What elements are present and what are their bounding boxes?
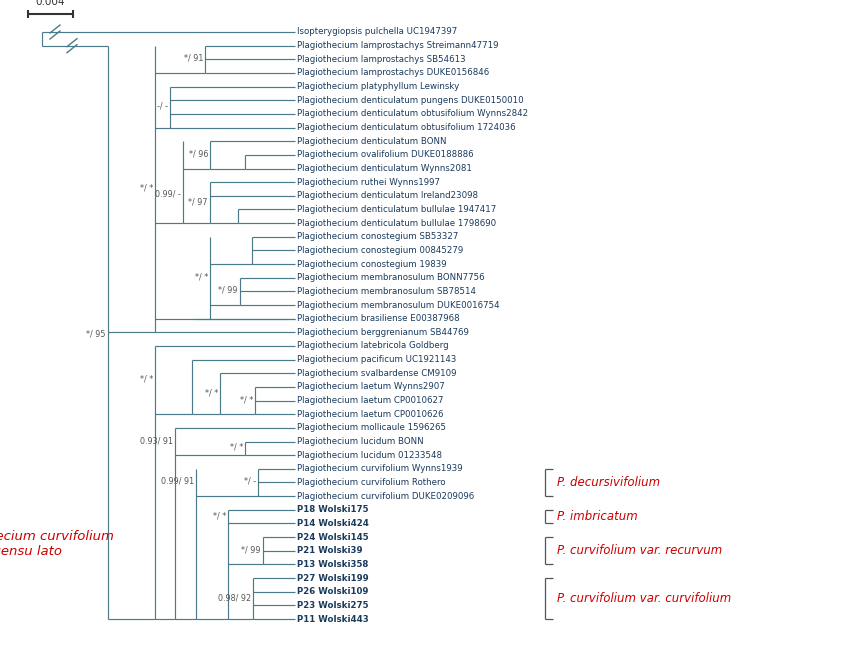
Text: */ 99: */ 99 (218, 286, 238, 295)
Text: */ *: */ * (139, 184, 153, 193)
Text: Plagiothecium membranosulum DUKE0016754: Plagiothecium membranosulum DUKE0016754 (297, 300, 500, 310)
Text: 0.004: 0.004 (36, 0, 65, 7)
Text: P. decursivifolium: P. decursivifolium (557, 476, 660, 489)
Text: 0.98/ 92: 0.98/ 92 (218, 593, 251, 602)
Text: P27 Wolski199: P27 Wolski199 (297, 574, 369, 583)
Text: */ *: */ * (195, 272, 208, 281)
Text: Plagiothecium membranosulum SB78514: Plagiothecium membranosulum SB78514 (297, 287, 476, 296)
Text: 0.99/ 91: 0.99/ 91 (161, 477, 194, 486)
Text: -/ -: -/ - (157, 102, 168, 110)
Text: Plagiothecium denticulatum Wynns2081: Plagiothecium denticulatum Wynns2081 (297, 164, 472, 173)
Text: Plagiothecium denticulatum bullulae 1947417: Plagiothecium denticulatum bullulae 1947… (297, 205, 496, 214)
Text: Plagiothecium curvifolium Wynns1939: Plagiothecium curvifolium Wynns1939 (297, 464, 462, 473)
Text: Plagiothecium denticulatum obtusifolium 1724036: Plagiothecium denticulatum obtusifolium … (297, 123, 516, 132)
Text: */ 97: */ 97 (189, 197, 208, 206)
Text: Plagiothecium denticulatum pungens DUKE0150010: Plagiothecium denticulatum pungens DUKE0… (297, 96, 524, 104)
Text: Plagiothecium lucidum 01233548: Plagiothecium lucidum 01233548 (297, 450, 442, 459)
Text: Plagiothecium conostegium 19839: Plagiothecium conostegium 19839 (297, 260, 446, 269)
Text: P14 Wolski424: P14 Wolski424 (297, 519, 369, 528)
Text: */ *: */ * (230, 443, 243, 452)
Text: */ *: */ * (240, 395, 253, 404)
Text: Plagiothecium denticulatum BONN: Plagiothecium denticulatum BONN (297, 137, 446, 146)
Text: */ 96: */ 96 (189, 149, 208, 158)
Text: Plagiothecium laetum Wynns2907: Plagiothecium laetum Wynns2907 (297, 382, 445, 391)
Text: Plagiothecium membranosulum BONN7756: Plagiothecium membranosulum BONN7756 (297, 273, 484, 282)
Text: Plagiothecium mollicaule 1596265: Plagiothecium mollicaule 1596265 (297, 423, 446, 432)
Text: Plagiothecium lamprostachys SB54613: Plagiothecium lamprostachys SB54613 (297, 55, 466, 64)
Text: */ *: */ * (212, 511, 226, 520)
Text: Plagiothecium berggrenianum SB44769: Plagiothecium berggrenianum SB44769 (297, 328, 469, 337)
Text: */ -: */ - (244, 477, 256, 486)
Text: */ *: */ * (205, 388, 218, 397)
Text: Plagiothecium laetum CP0010626: Plagiothecium laetum CP0010626 (297, 410, 444, 419)
Text: Plagiothecium denticulatum obtusifolium Wynns2842: Plagiothecium denticulatum obtusifolium … (297, 110, 528, 118)
Text: Plagiothecium ovalifolium DUKE0188886: Plagiothecium ovalifolium DUKE0188886 (297, 151, 473, 160)
Text: Plagiothecium ruthei Wynns1997: Plagiothecium ruthei Wynns1997 (297, 178, 440, 187)
Text: P. imbricatum: P. imbricatum (557, 510, 638, 523)
Text: P24 Wolski145: P24 Wolski145 (297, 533, 369, 542)
Text: P21 Wolski39: P21 Wolski39 (297, 546, 362, 556)
Text: */ *: */ * (139, 374, 153, 384)
Text: P26 Wolski109: P26 Wolski109 (297, 587, 368, 596)
Text: Plagiothecium lamprostachys DUKE0156846: Plagiothecium lamprostachys DUKE0156846 (297, 68, 490, 77)
Text: P13 Wolski358: P13 Wolski358 (297, 560, 368, 569)
Text: P. curvifolium var. recurvum: P. curvifolium var. recurvum (557, 545, 722, 557)
Text: Plagiothecium laetum CP0010627: Plagiothecium laetum CP0010627 (297, 396, 444, 405)
Text: P18 Wolski175: P18 Wolski175 (297, 506, 369, 514)
Text: Plagiothecium conostegium 00845279: Plagiothecium conostegium 00845279 (297, 246, 463, 255)
Text: Plagiothecium pacificum UC1921143: Plagiothecium pacificum UC1921143 (297, 355, 456, 364)
Text: Plagiothecium lamprostachys Streimann47719: Plagiothecium lamprostachys Streimann477… (297, 41, 498, 50)
Text: Plagiothecium platyphyllum Lewinsky: Plagiothecium platyphyllum Lewinsky (297, 82, 459, 91)
Text: Plagiothecium denticulatum bullulae 1798690: Plagiothecium denticulatum bullulae 1798… (297, 219, 496, 228)
Text: Isopterygiopsis pulchella UC1947397: Isopterygiopsis pulchella UC1947397 (297, 27, 457, 36)
Text: Plagiothecium lucidum BONN: Plagiothecium lucidum BONN (297, 437, 423, 446)
Text: 0.93/ 91: 0.93/ 91 (140, 436, 173, 445)
Text: Plagiothecium denticulatum Ireland23098: Plagiothecium denticulatum Ireland23098 (297, 191, 478, 201)
Text: 0.99/ -: 0.99/ - (155, 190, 181, 199)
Text: Plagiothecium curvifolium DUKE0209096: Plagiothecium curvifolium DUKE0209096 (297, 492, 474, 500)
Text: */ 99: */ 99 (241, 545, 261, 554)
Text: */ 91: */ 91 (184, 54, 203, 63)
Text: */ 95: */ 95 (87, 330, 106, 339)
Text: P. curvifolium var. curvifolium: P. curvifolium var. curvifolium (557, 592, 731, 605)
Text: P11 Wolski443: P11 Wolski443 (297, 615, 369, 624)
Text: P23 Wolski275: P23 Wolski275 (297, 601, 369, 610)
Text: Plagiothecium curvifolium
sensu lato: Plagiothecium curvifolium sensu lato (0, 530, 114, 558)
Text: Plagiothecium brasiliense E00387968: Plagiothecium brasiliense E00387968 (297, 314, 460, 323)
Text: Plagiothecium curvifolium Rothero: Plagiothecium curvifolium Rothero (297, 478, 445, 487)
Text: Plagiothecium latebricola Goldberg: Plagiothecium latebricola Goldberg (297, 341, 449, 350)
Text: Plagiothecium svalbardense CM9109: Plagiothecium svalbardense CM9109 (297, 369, 456, 378)
Text: Plagiothecium conostegium SB53327: Plagiothecium conostegium SB53327 (297, 232, 458, 241)
